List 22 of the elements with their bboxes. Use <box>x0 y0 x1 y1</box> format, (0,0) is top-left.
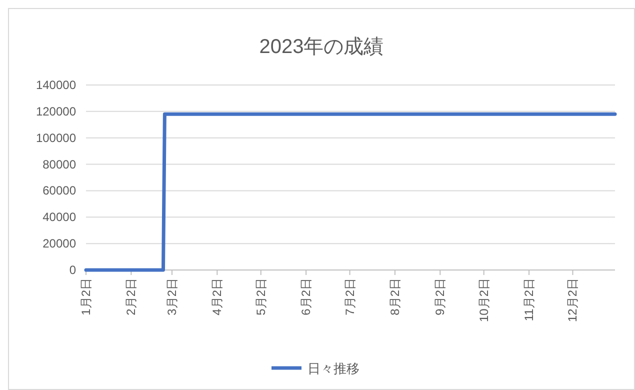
x-tick-label: 8月2日 <box>388 278 402 316</box>
x-tick-label: 7月2日 <box>342 278 357 316</box>
x-tick-label: 4月2日 <box>210 278 224 316</box>
x-tick-label: 6月2日 <box>299 278 314 316</box>
y-tick-label: 0 <box>69 263 76 277</box>
legend-label: 日々推移 <box>308 361 360 376</box>
y-tick-label: 20000 <box>42 236 76 251</box>
x-tick-label: 10月2日 <box>476 278 491 322</box>
y-tick-label: 60000 <box>42 184 76 198</box>
y-tick-label: 80000 <box>42 157 76 172</box>
x-tick-label: 1月2日 <box>79 278 93 316</box>
x-tick-label: 2月2日 <box>124 278 138 316</box>
y-tick-label: 40000 <box>42 210 76 224</box>
x-tick-label: 3月2日 <box>164 278 179 316</box>
x-tick-label: 11月2日 <box>522 278 536 322</box>
y-tick-label: 140000 <box>36 78 76 92</box>
x-tick-label: 5月2日 <box>254 278 268 316</box>
x-tick-label: 9月2日 <box>433 278 448 316</box>
x-tick-label: 12月2日 <box>566 278 580 322</box>
y-tick-label: 100000 <box>36 130 76 145</box>
chart-title: 2023年の成績 <box>259 36 384 58</box>
y-tick-label: 120000 <box>36 104 76 118</box>
